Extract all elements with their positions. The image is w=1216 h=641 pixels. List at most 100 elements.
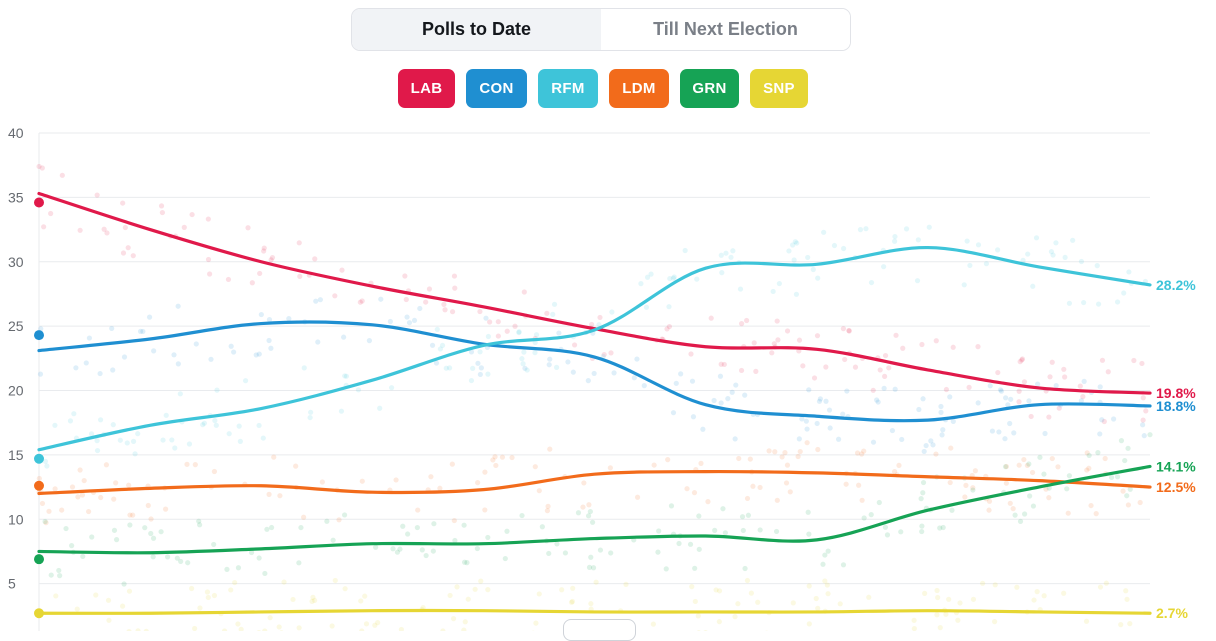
poll-dot <box>552 302 557 307</box>
poll-dot <box>532 350 537 355</box>
poll-dot <box>477 309 482 314</box>
poll-dot <box>651 622 656 627</box>
poll-dot <box>475 480 480 485</box>
poll-dot <box>689 584 694 589</box>
poll-dot <box>822 552 827 557</box>
poll-dot <box>1063 255 1068 260</box>
poll-dot <box>635 495 640 500</box>
poll-dot <box>572 342 577 347</box>
poll-dot <box>451 616 456 621</box>
poll-dot <box>934 588 939 593</box>
poll-dot <box>871 388 876 393</box>
poll-dot <box>1142 433 1147 438</box>
trend-line-ldm <box>39 472 1150 494</box>
poll-dot <box>828 425 833 430</box>
poll-dot <box>746 513 751 518</box>
poll-dot <box>944 387 949 392</box>
poll-dot <box>863 226 868 231</box>
poll-dot <box>80 554 85 559</box>
poll-dot <box>698 461 703 466</box>
poll-dots <box>36 164 1152 631</box>
poll-dot <box>939 432 944 437</box>
poll-dot <box>775 337 780 342</box>
poll-dot <box>122 354 127 359</box>
poll-dot <box>1018 519 1023 524</box>
poll-dot <box>431 521 436 526</box>
poll-dot <box>1084 467 1089 472</box>
poll-dot <box>962 494 967 499</box>
poll-dot <box>966 385 971 390</box>
poll-dot <box>388 319 393 324</box>
poll-dot <box>694 277 699 282</box>
poll-dot <box>343 586 348 591</box>
poll-dot <box>791 600 796 605</box>
poll-dot <box>580 504 585 509</box>
poll-dot <box>1115 299 1120 304</box>
poll-dot <box>935 595 940 600</box>
poll-dot <box>262 571 267 576</box>
poll-dot <box>806 531 811 536</box>
poll-dot <box>1054 383 1059 388</box>
timeline-scroll-handle[interactable] <box>563 619 636 641</box>
poll-dot <box>818 396 823 401</box>
poll-dot <box>290 597 295 602</box>
poll-dot <box>1035 589 1040 594</box>
poll-dot <box>78 228 83 233</box>
poll-dot <box>1014 585 1019 590</box>
poll-dot <box>1046 414 1051 419</box>
poll-dot <box>315 339 320 344</box>
poll-dot <box>609 309 614 314</box>
poll-dot <box>94 438 99 443</box>
poll-dot <box>775 498 780 503</box>
poll-dot <box>463 619 468 624</box>
poll-dot <box>297 240 302 245</box>
poll-dot <box>790 242 795 247</box>
poll-dot <box>786 248 791 253</box>
end-label-ldm: 12.5% <box>1156 479 1196 495</box>
poll-dot <box>644 305 649 310</box>
poll-dot <box>189 212 194 217</box>
poll-dot <box>324 519 329 524</box>
poll-dot <box>995 370 1000 375</box>
poll-dot <box>296 560 301 565</box>
poll-dot <box>785 328 790 333</box>
end-label-snp: 2.7% <box>1156 605 1188 621</box>
poll-dot <box>127 522 132 527</box>
poll-dot <box>73 365 78 370</box>
poll-dot <box>435 327 440 332</box>
poll-dot <box>293 464 298 469</box>
poll-dot <box>147 315 152 320</box>
poll-dot <box>525 367 530 372</box>
poll-dot <box>1050 360 1055 365</box>
poll-dot <box>86 509 91 514</box>
poll-dot <box>490 457 495 462</box>
poll-dot <box>269 525 274 530</box>
poll-dot <box>709 316 714 321</box>
poll-dot <box>231 349 236 354</box>
poll-dot <box>1095 263 1100 268</box>
poll-dot <box>775 318 780 323</box>
poll-dot <box>937 525 942 530</box>
start-point-con <box>34 330 44 340</box>
poll-dot <box>178 391 183 396</box>
poll-dot <box>373 545 378 550</box>
y-tick-label: 25 <box>8 318 24 334</box>
poll-dot <box>570 586 575 591</box>
poll-dot <box>148 516 153 521</box>
poll-dot <box>1109 475 1114 480</box>
poll-dot <box>428 474 433 479</box>
poll-dot <box>257 271 262 276</box>
poll-dot <box>827 407 832 412</box>
poll-dot <box>400 524 405 529</box>
poll-dot <box>588 601 593 606</box>
poll-dot <box>214 423 219 428</box>
poll-dot <box>996 429 1001 434</box>
poll-dot <box>212 418 217 423</box>
poll-dot <box>692 566 697 571</box>
poll-dot <box>916 237 921 242</box>
poll-dot <box>742 566 747 571</box>
poll-dot <box>757 485 762 490</box>
poll-dot <box>749 591 754 596</box>
poll-dot <box>920 490 925 495</box>
poll-dot <box>869 512 874 517</box>
